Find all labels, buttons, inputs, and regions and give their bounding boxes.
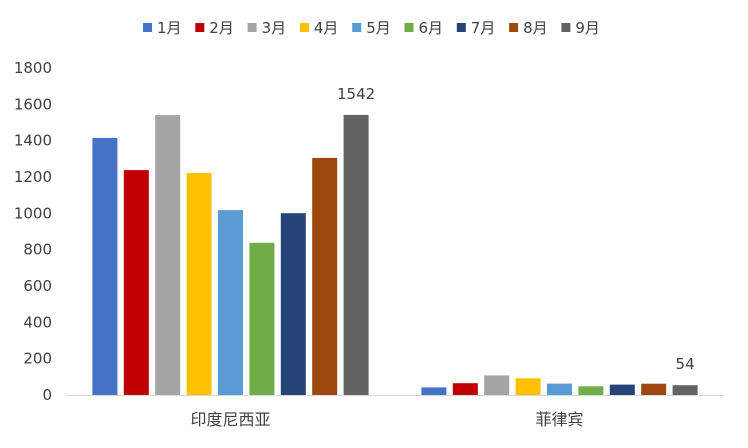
legend-swatch [509, 23, 519, 32]
bar [578, 386, 604, 395]
y-tick-label: 1800 [14, 59, 52, 77]
bar [343, 114, 369, 396]
y-tick-label: 1400 [14, 132, 52, 150]
legend-label: 1月 [157, 19, 182, 37]
bar [484, 375, 510, 395]
legend-label: 2月 [209, 19, 234, 37]
legend-label: 7月 [471, 19, 496, 37]
bar [421, 387, 447, 395]
legend-swatch [299, 23, 309, 32]
bar [123, 170, 149, 395]
y-tick-label: 800 [23, 241, 52, 259]
legend-label: 6月 [419, 19, 444, 37]
legend-label: 4月 [314, 19, 339, 37]
legend: 1月 2月 3月 4月 5月 6月 7月 8月 9月 [143, 19, 600, 37]
bar [515, 378, 541, 395]
y-tick-label: 1200 [14, 168, 52, 186]
bar [547, 383, 572, 395]
y-axis: 0 200 400 600 800 1000 1200 1400 1600 1800 [14, 59, 52, 404]
bar [452, 383, 478, 395]
y-tick-label: 200 [23, 350, 52, 368]
data-label: 54 [676, 355, 695, 373]
legend-swatch [195, 23, 205, 32]
bar [218, 210, 243, 395]
bar [312, 157, 338, 395]
legend-label: 5月 [366, 19, 391, 37]
y-tick-label: 400 [23, 313, 52, 331]
x-axis: 印度尼西亚 菲律宾 [66, 395, 724, 429]
y-tick-label: 1000 [14, 204, 52, 222]
x-category-label: 印度尼西亚 [190, 410, 270, 429]
data-labels: 1542 54 [337, 85, 695, 373]
legend-swatch [352, 23, 362, 32]
legend-swatch [143, 23, 152, 32]
y-tick-label: 600 [23, 277, 52, 295]
bar [641, 383, 667, 395]
bar [280, 213, 306, 395]
legend-label: 9月 [575, 19, 600, 37]
bar [609, 384, 635, 395]
bar [92, 137, 118, 395]
legend-swatch [404, 23, 414, 32]
x-category-label: 菲律宾 [535, 410, 583, 429]
bar [672, 385, 698, 395]
legend-swatch [456, 23, 466, 32]
data-label: 1542 [337, 85, 375, 103]
bar [155, 115, 181, 395]
bar [249, 242, 275, 395]
legend-swatch [561, 23, 571, 32]
legend-label: 8月 [523, 19, 548, 37]
y-tick-label: 0 [42, 386, 52, 404]
bar [186, 173, 212, 395]
legend-swatch [247, 23, 257, 32]
y-tick-label: 1600 [14, 95, 52, 113]
bars [92, 114, 698, 396]
legend-label: 3月 [262, 19, 287, 37]
